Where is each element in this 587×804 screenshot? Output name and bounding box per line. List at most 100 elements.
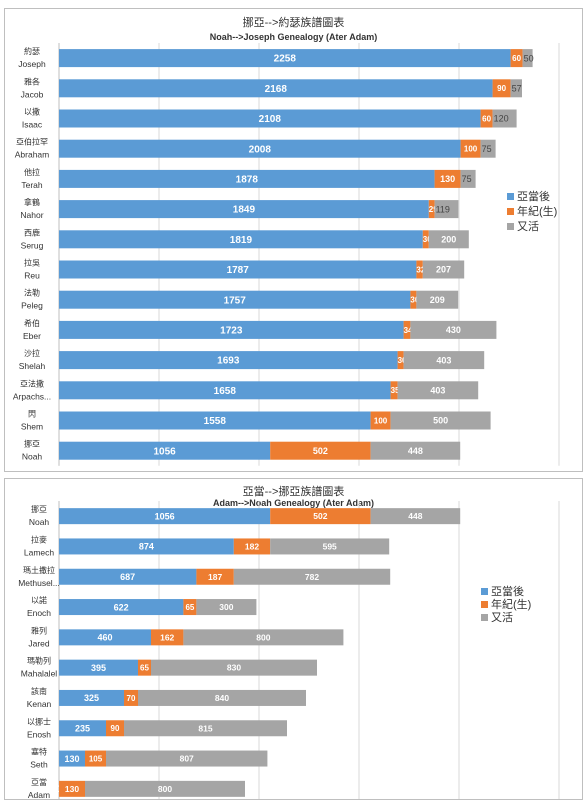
data-label: 235 <box>75 723 90 733</box>
bar-segment-years-lived <box>233 568 391 585</box>
bar-segment-age-at-birth <box>183 599 197 616</box>
category-label-zh: 塞特 <box>31 747 47 757</box>
legend-swatch <box>481 588 488 595</box>
data-label: 815 <box>198 723 212 733</box>
chart-title-zh: 亞當-->挪亞族譜圖表 <box>242 486 345 498</box>
bar-segment-after-adam <box>59 200 429 219</box>
data-label: 105 <box>89 754 103 763</box>
data-label: 2108 <box>259 114 282 125</box>
bar-segment-after-adam <box>59 351 398 370</box>
bar-segment-after-adam <box>59 320 404 339</box>
category-label-en: Isaac <box>22 120 43 130</box>
category-label-en: Shelah <box>19 361 46 371</box>
data-label: 130 <box>440 174 455 184</box>
category-label-zh: 亞伯拉罕 <box>16 137 48 147</box>
category-label-zh: 瑪土撒拉 <box>23 565 55 575</box>
category-label-zh: 挪亞 <box>31 504 47 514</box>
bar-segment-years-lived <box>510 79 522 98</box>
bar-segment-age-at-birth <box>124 689 138 706</box>
data-label: 2168 <box>265 84 288 95</box>
data-label: 687 <box>120 572 135 582</box>
bar-segment-age-at-birth <box>138 659 151 676</box>
category-label-zh: 以諾 <box>31 595 47 605</box>
data-label: 807 <box>180 754 194 764</box>
bar-segment-years-lived <box>460 169 476 188</box>
category-label-zh: 該南 <box>31 686 47 696</box>
data-label: 403 <box>436 355 451 365</box>
category-label-zh: 他拉 <box>24 167 40 177</box>
data-label: 90 <box>497 84 506 93</box>
bar-segment-age-at-birth <box>151 629 184 646</box>
bar-segment-age-at-birth <box>410 290 417 309</box>
data-label: 622 <box>114 602 129 612</box>
data-label: 65 <box>140 664 149 673</box>
category-label-zh: 雅列 <box>31 625 47 635</box>
bar-segment-years-lived <box>370 441 461 460</box>
bar-segment-after-adam <box>59 230 423 249</box>
chart-title-zh: 挪亞-->約瑟族譜圖表 <box>242 17 345 29</box>
data-label: 65 <box>185 603 194 612</box>
bar-segment-age-at-birth <box>460 139 481 158</box>
category-label-zh: 拿鶴 <box>24 197 40 207</box>
category-label-en: Reu <box>24 271 40 281</box>
bar-segment-years-lived <box>416 290 459 309</box>
bar-segment-years-lived <box>270 538 390 555</box>
data-label: 200 <box>441 235 456 245</box>
bar-segment-years-lived <box>428 230 469 249</box>
data-label: 430 <box>446 325 461 335</box>
data-label: 395 <box>91 663 106 673</box>
data-label: 595 <box>323 542 337 552</box>
bar-segment-age-at-birth <box>390 381 398 400</box>
bar-segment-age-at-birth <box>370 411 391 430</box>
data-label: 1693 <box>217 356 240 367</box>
bar-segment-after-adam <box>59 79 493 98</box>
data-label: 100 <box>464 145 478 154</box>
legend-label: 亞當後 <box>491 584 524 598</box>
data-label: 120 <box>494 114 509 124</box>
category-label-en: Nahor <box>20 210 43 220</box>
data-label: 1558 <box>204 416 227 427</box>
category-label-en: Seth <box>30 760 48 770</box>
data-label: 30 <box>398 356 407 365</box>
data-label: 1878 <box>236 175 259 186</box>
bar-segment-years-lived <box>196 599 257 616</box>
category-label-zh: 挪亞 <box>24 439 40 449</box>
legend-swatch <box>481 601 488 608</box>
bar-segment-after-adam <box>59 290 411 309</box>
data-label: 448 <box>408 511 422 521</box>
bar-segment-years-lived <box>151 659 317 676</box>
bar-segment-after-adam <box>59 629 151 646</box>
data-label: 130 <box>64 754 79 764</box>
category-label-zh: 瑪勒列 <box>27 656 51 666</box>
bar-segment-age-at-birth <box>403 320 411 339</box>
bar-segment-after-adam <box>59 538 234 555</box>
data-label: 1819 <box>230 235 253 246</box>
category-label-zh: 亞法撒 <box>20 378 44 388</box>
category-label-en: Shem <box>21 422 43 432</box>
bar-segment-years-lived <box>124 720 287 737</box>
bar-segment-after-adam <box>59 260 417 279</box>
category-label-en: Peleg <box>21 301 43 311</box>
category-label-zh: 法勒 <box>24 288 40 298</box>
bar-segment-age-at-birth <box>434 169 461 188</box>
bar-segment-age-at-birth <box>422 230 429 249</box>
data-label: 800 <box>158 784 172 794</box>
bar-segment-years-lived <box>422 260 465 279</box>
bar-segment-years-lived <box>390 411 491 430</box>
legend-label: 又活 <box>517 220 539 233</box>
data-label: 325 <box>84 693 99 703</box>
bar-segment-after-adam <box>59 441 271 460</box>
category-label-zh: 約瑟 <box>24 46 40 56</box>
legend-swatch <box>507 193 514 200</box>
bar-segment-age-at-birth <box>397 351 404 370</box>
bar-segment-years-lived <box>522 49 533 68</box>
bar-segment-age-at-birth <box>510 49 523 68</box>
data-label: 60 <box>482 114 491 123</box>
category-label-zh: 拉麥 <box>31 534 47 544</box>
chart-title-en: Adam-->Noah Genealogy (Ater Adam) <box>213 498 374 508</box>
category-label-zh: 以撒 <box>24 107 40 117</box>
chart-adam-noah: 挪亞 Noah 1056 502 448 拉麥 Lamech 874 182 595 瑪土撒拉 Met… <box>18 501 560 799</box>
category-label-zh: 西鹿 <box>24 227 40 237</box>
data-label: 502 <box>313 446 328 456</box>
bar-segment-age-at-birth <box>106 720 124 737</box>
